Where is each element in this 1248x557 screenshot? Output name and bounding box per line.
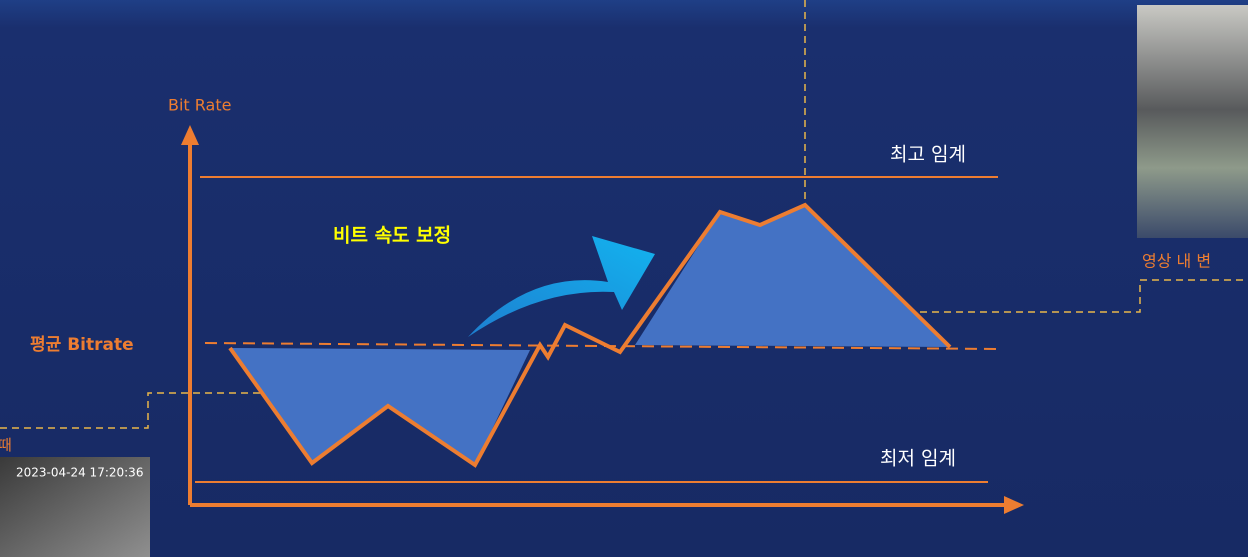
average-label: 평균 Bitrate: [30, 335, 134, 355]
right-step-guide: [848, 279, 1248, 313]
left-caption: 때: [0, 436, 12, 454]
video-frame-left: [0, 457, 150, 557]
axis-label: Bit Rate: [168, 96, 231, 115]
y-axis-arrow: [181, 125, 199, 145]
correction-arrow: [468, 236, 655, 337]
max-threshold-label: 최고 임계: [890, 144, 966, 166]
left-step-guide: [0, 392, 340, 429]
min-threshold-label: 최저 임계: [880, 448, 956, 470]
below-average-area: [230, 348, 530, 465]
x-axis-arrow: [1004, 496, 1024, 514]
right-caption: 영상 내 변: [1142, 252, 1211, 271]
timestamp: 2023-04-24 17:20:36: [16, 466, 143, 480]
video-frame-right: [1137, 5, 1248, 238]
correction-label: 비트 속도 보정: [333, 225, 451, 247]
above-average-area: [635, 205, 950, 347]
bitrate-curve: [228, 202, 952, 468]
